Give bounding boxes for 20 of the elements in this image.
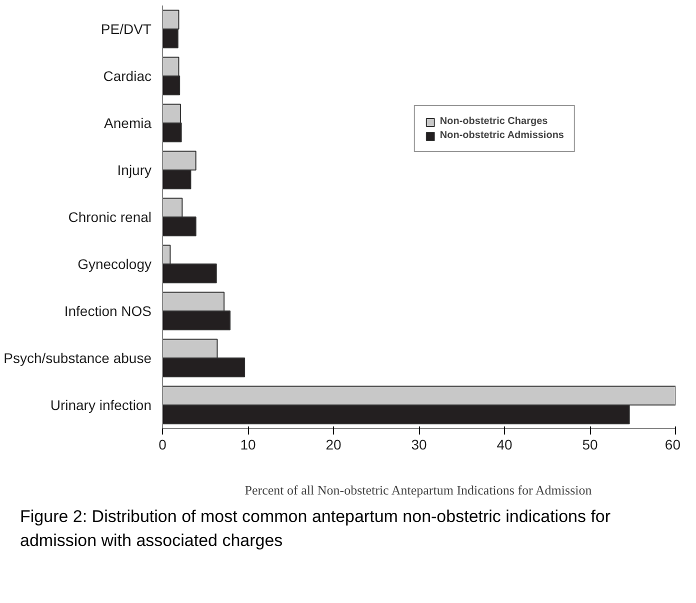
legend-label: Non-obstetric Admissions	[440, 130, 564, 141]
y-tick-label: Anemia	[104, 115, 152, 131]
x-tick-label: 60	[664, 436, 681, 452]
y-tick-label: Cardiac	[103, 68, 152, 84]
y-tick-label: Gynecology	[78, 256, 152, 272]
x-axis-title: Percent of all Non-obstetric Antepartum Indications for Admission	[244, 482, 592, 498]
x-tick-label: 20	[326, 436, 342, 452]
y-tick-label: Chronic renal	[68, 209, 152, 225]
x-tick-label: 0	[158, 436, 167, 452]
y-tick-label: Injury	[117, 162, 152, 178]
legend-label: Non-obstetric Charges	[440, 116, 548, 127]
caption: Figure 2: Distribution of most common antepartum non-obstetric indications for admission with associated charges	[20, 506, 612, 552]
x-tick-label: 40	[496, 436, 512, 452]
y-tick-label: Urinary infection	[50, 397, 152, 413]
x-tick-label: 10	[240, 436, 256, 452]
y-tick-label: Infection NOS	[64, 303, 152, 319]
x-tick-label: 30	[411, 436, 427, 452]
x-tick-label: 50	[582, 436, 598, 452]
y-tick-label: Psych/substance abuse	[4, 350, 152, 366]
y-tick-label: PE/DVT	[100, 21, 152, 37]
